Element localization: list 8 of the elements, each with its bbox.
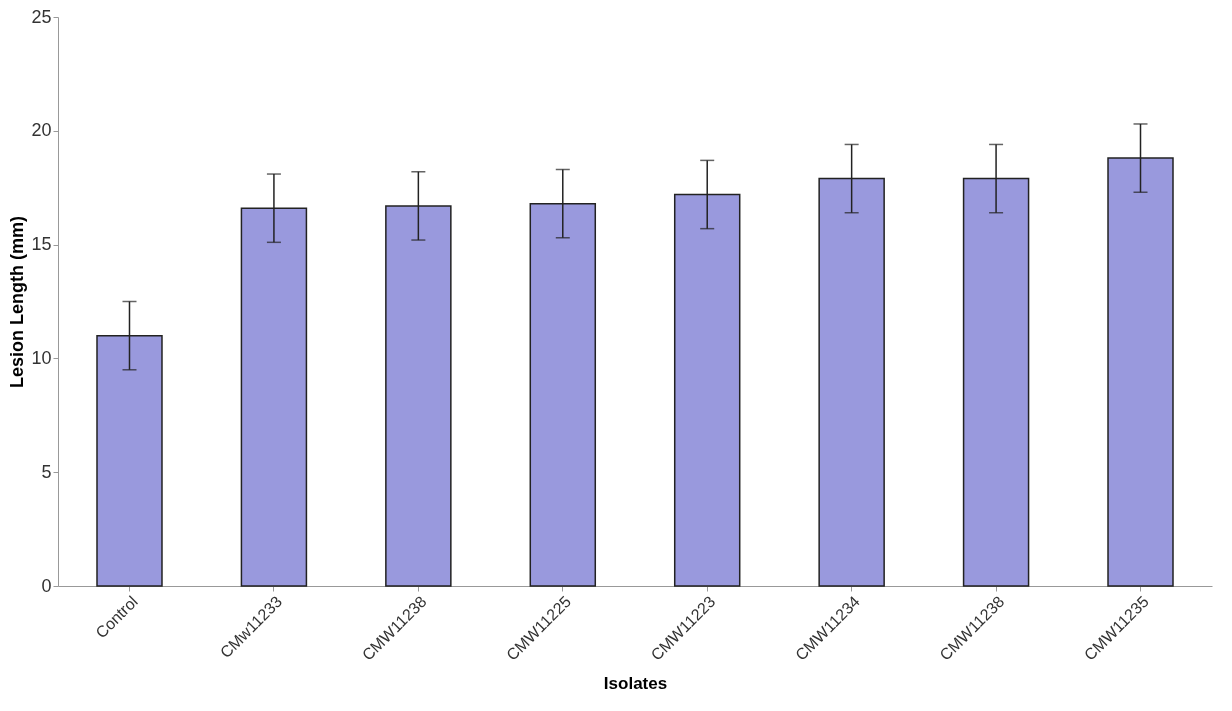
y-axis-title: Lesion Length (mm) (7, 216, 28, 388)
y-tick-label: 15 (31, 234, 52, 255)
y-tick-label: 10 (31, 347, 52, 368)
x-axis-title: Isolates (603, 673, 668, 693)
y-tick-label: 20 (31, 120, 52, 141)
y-tick-label: 25 (31, 6, 52, 27)
y-tick-label: 5 (41, 461, 52, 482)
y-tick-label: 0 (41, 575, 52, 596)
